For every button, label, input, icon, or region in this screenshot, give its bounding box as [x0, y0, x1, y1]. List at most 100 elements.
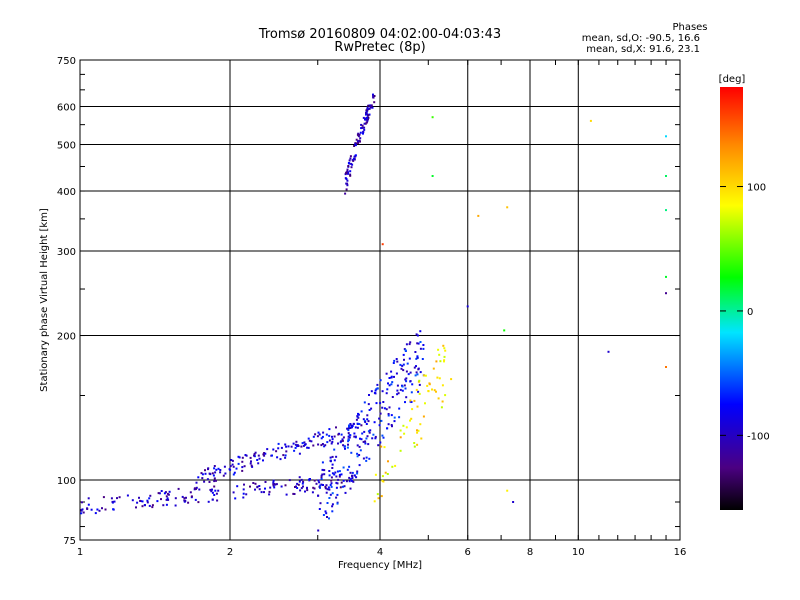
- data-point: [164, 491, 167, 494]
- data-point: [330, 479, 333, 482]
- data-point: [349, 173, 352, 176]
- data-point: [166, 492, 169, 495]
- data-point: [87, 497, 90, 500]
- data-point: [194, 498, 197, 501]
- data-point: [350, 424, 353, 427]
- data-point: [200, 472, 203, 475]
- data-point: [512, 501, 515, 503]
- data-point: [409, 399, 412, 402]
- data-point: [256, 459, 259, 461]
- data-point: [381, 406, 384, 409]
- data-point: [347, 427, 350, 430]
- data-point: [336, 493, 339, 496]
- data-point: [426, 384, 429, 387]
- data-point: [344, 177, 347, 180]
- data-point: [351, 479, 353, 482]
- data-point: [292, 442, 295, 445]
- x-tick-label: 2: [227, 547, 233, 558]
- data-point: [316, 435, 319, 438]
- data-point: [207, 500, 210, 503]
- data-point: [359, 137, 362, 140]
- data-point: [413, 445, 416, 448]
- data-point: [296, 487, 299, 489]
- data-point: [373, 101, 376, 104]
- data-point: [386, 473, 389, 475]
- chart-title: Tromsø 20160809 04:02:00-04:03:43: [258, 27, 502, 42]
- data-point: [373, 421, 376, 424]
- data-point: [238, 456, 241, 459]
- data-point: [263, 454, 266, 457]
- data-point: [312, 486, 315, 489]
- data-point: [374, 437, 377, 440]
- data-point: [377, 497, 380, 500]
- data-point: [350, 166, 353, 169]
- data-point: [363, 126, 366, 129]
- data-point: [301, 442, 304, 445]
- data-point: [323, 473, 326, 476]
- data-point: [101, 507, 103, 510]
- data-point: [311, 491, 314, 494]
- y-tick-label: 600: [57, 103, 76, 114]
- data-point: [343, 485, 346, 488]
- data-point: [380, 445, 383, 448]
- data-point: [363, 419, 366, 422]
- data-point: [347, 435, 350, 438]
- data-point: [288, 479, 291, 482]
- x-tick-label: 10: [572, 547, 585, 558]
- data-point: [193, 487, 196, 490]
- data-point: [346, 446, 349, 449]
- data-point: [349, 174, 352, 177]
- data-point: [367, 105, 370, 108]
- data-point: [368, 113, 371, 116]
- data-point: [362, 116, 365, 119]
- data-point: [322, 431, 325, 434]
- data-point: [393, 375, 395, 378]
- data-point: [319, 502, 322, 505]
- data-point: [342, 436, 345, 439]
- data-point: [331, 455, 334, 458]
- data-point: [399, 363, 402, 366]
- phase-legend-title: Phases: [672, 22, 708, 33]
- data-point: [165, 495, 168, 498]
- data-point: [237, 455, 240, 458]
- data-point: [328, 428, 331, 431]
- data-point: [408, 343, 411, 346]
- data-point: [102, 496, 105, 499]
- data-point: [324, 487, 327, 490]
- data-point: [243, 465, 246, 468]
- data-point: [368, 457, 371, 460]
- data-point: [349, 157, 352, 160]
- data-point: [195, 481, 198, 484]
- data-point: [351, 477, 354, 479]
- data-point: [353, 145, 356, 147]
- data-point: [374, 389, 377, 392]
- data-point: [356, 140, 359, 143]
- data-point: [314, 433, 317, 436]
- data-point: [399, 436, 402, 439]
- data-point: [349, 478, 352, 481]
- data-point: [352, 480, 355, 483]
- data-point: [388, 377, 391, 379]
- data-point: [431, 175, 434, 177]
- data-point: [229, 465, 232, 468]
- data-point: [211, 498, 214, 501]
- data-point: [320, 437, 323, 440]
- data-point: [390, 370, 393, 373]
- data-point: [439, 360, 442, 363]
- data-point: [417, 390, 420, 393]
- data-point: [330, 476, 333, 479]
- data-point: [417, 429, 420, 432]
- data-point: [219, 469, 222, 471]
- colorbar-tick-label: 0: [747, 307, 753, 318]
- data-point: [395, 372, 398, 375]
- data-point: [308, 439, 311, 442]
- data-point: [356, 452, 359, 455]
- data-point: [331, 472, 334, 475]
- data-point: [366, 435, 369, 438]
- data-point: [418, 392, 421, 395]
- data-point: [183, 497, 186, 500]
- colorbar: [720, 87, 743, 510]
- data-point: [416, 356, 419, 359]
- data-point: [141, 500, 144, 503]
- data-point: [236, 485, 239, 488]
